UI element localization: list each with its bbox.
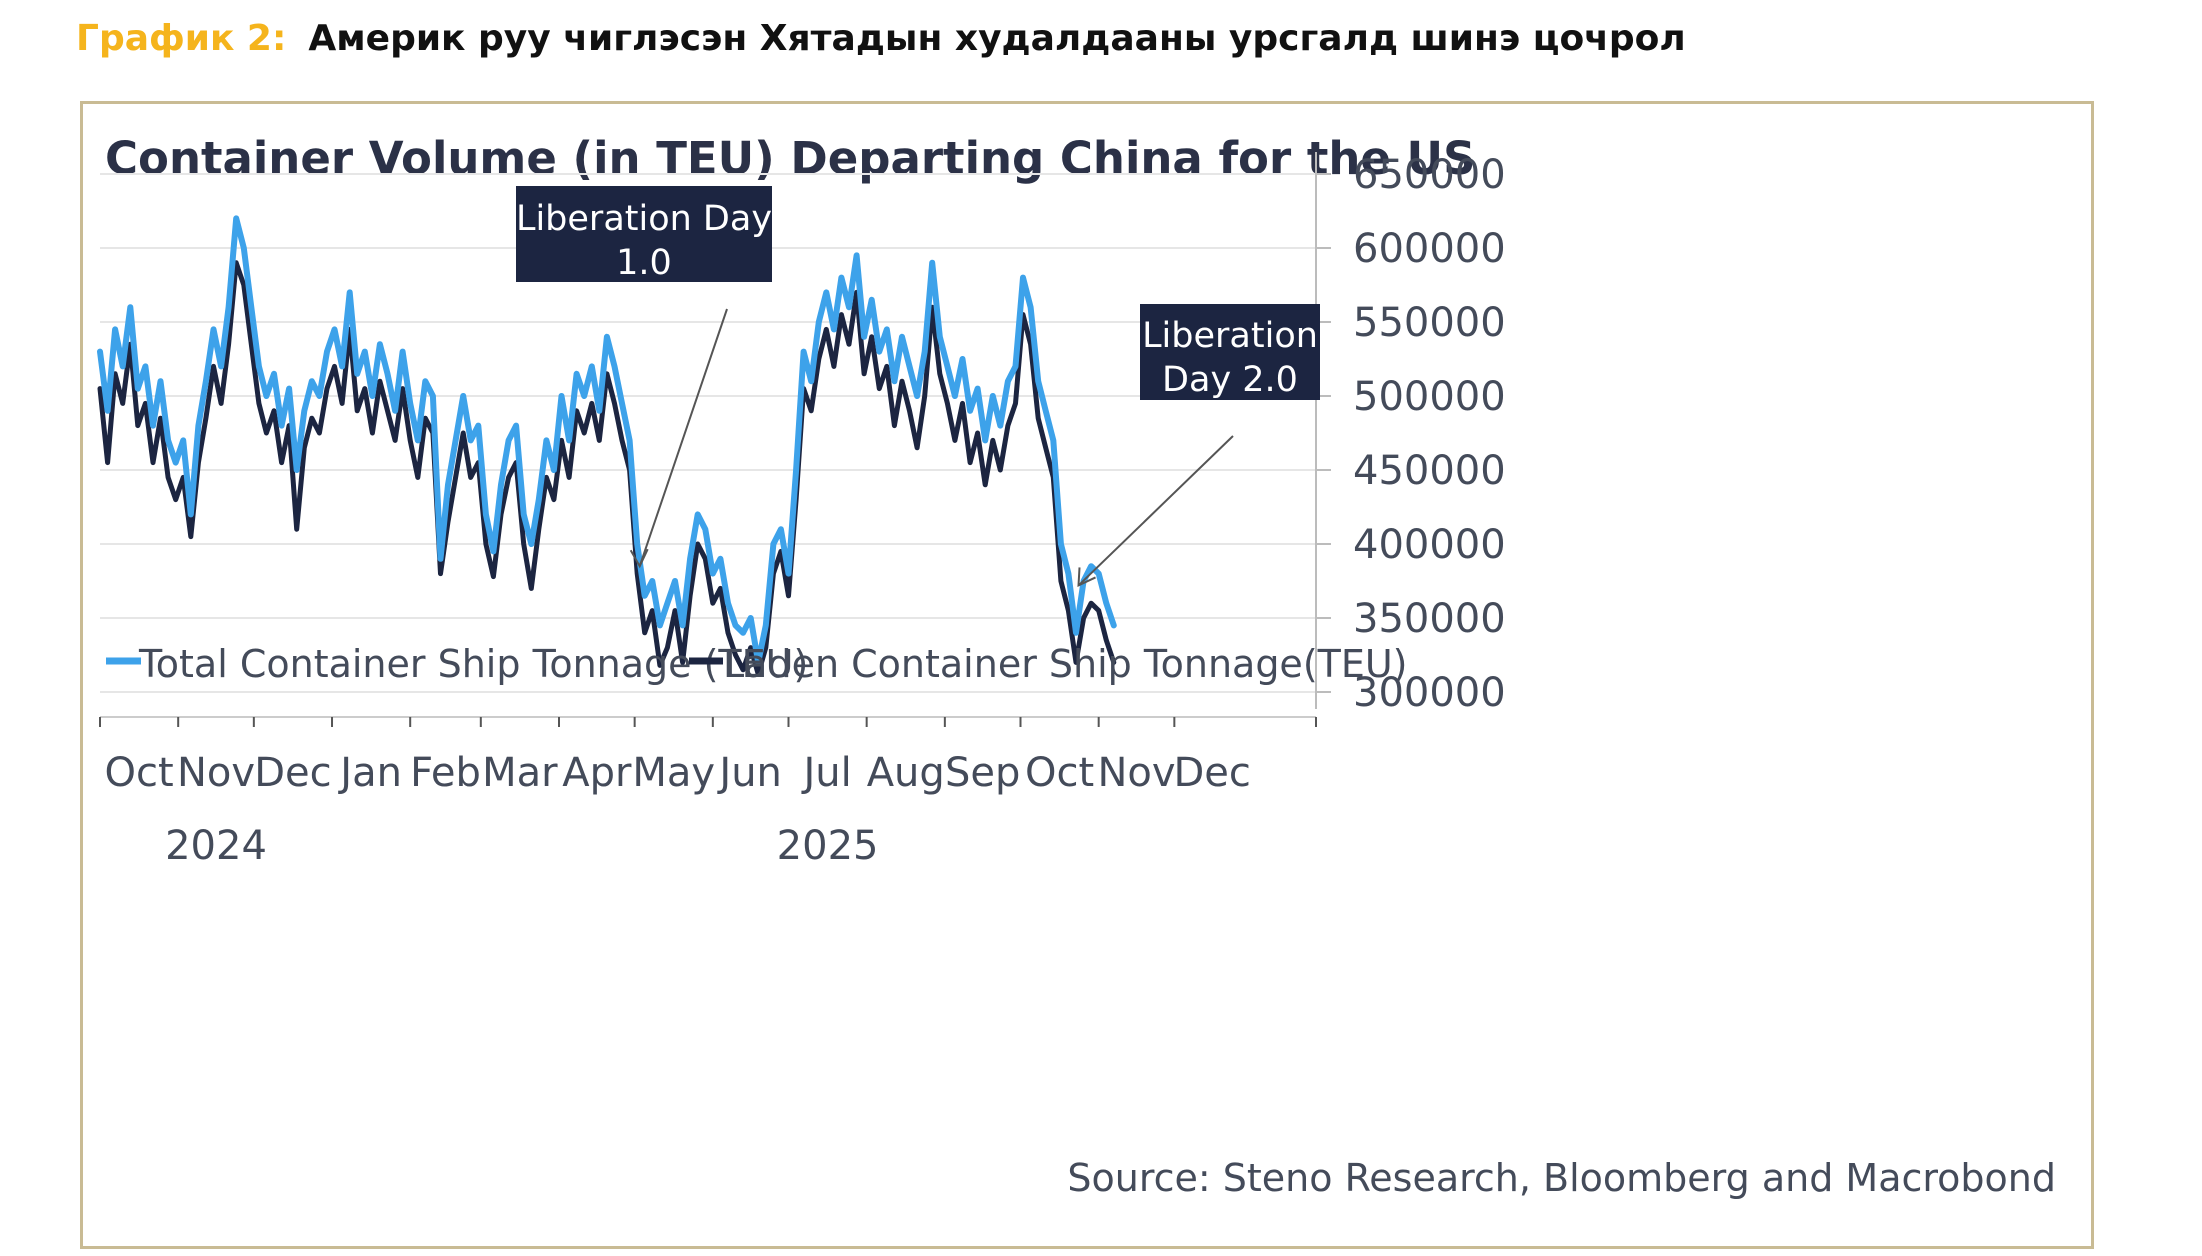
annotation-box-2	[1140, 304, 1320, 400]
y-tick-label: 300000	[1353, 670, 1506, 716]
y-tick-label: 350000	[1353, 596, 1506, 642]
y-tick-label: 600000	[1353, 226, 1506, 272]
x-tick-label: Jul	[800, 750, 851, 796]
x-year-label: 2025	[777, 823, 879, 869]
series-total-line	[97, 215, 1117, 666]
x-year-label: 2024	[165, 823, 267, 869]
source-note: Source: Steno Research, Bloomberg and Ma…	[1067, 1156, 2056, 1200]
annotation-box-1	[516, 186, 772, 282]
annotation-1-arrowhead	[629, 548, 649, 569]
annotation-1-line-2: 1.0	[616, 243, 672, 283]
container-volume-chart: Container Volume (in TEU) Departing Chin…	[97, 132, 2056, 1200]
x-tick-label: Apr	[562, 750, 632, 796]
x-tick-label: Feb	[410, 750, 481, 796]
x-tick-label: Oct	[1025, 750, 1094, 796]
x-tick-label: Aug	[867, 750, 945, 796]
chart-frame: Container Volume (in TEU) Departing Chin…	[80, 101, 2094, 1249]
figure-heading: График 2: Америк руу чиглэсэн Хятадын худ…	[76, 18, 1686, 59]
annotation-1-arrow	[638, 308, 728, 567]
legend: Total Container Ship Tonnage (TEU) Laden…	[106, 642, 1408, 686]
x-tick-label: May	[632, 750, 715, 796]
x-axis: Oct Nov Dec Jan Feb Mar Apr May Jun Jul Aug Sep Oct N…	[99, 716, 1317, 869]
x-tick-label: Jan	[337, 750, 402, 796]
series-lines	[97, 215, 1117, 677]
y-tick-label: 500000	[1353, 374, 1506, 420]
y-tick-label: 550000	[1353, 300, 1506, 346]
x-tick-label: Dec	[1173, 750, 1250, 796]
annotation-2-arrow	[1077, 435, 1234, 587]
y-axis-ticks: 650000 600000 550000 500000 450000 400000 3500…	[1315, 152, 1506, 716]
legend-laden-label: Laden Container Ship Tonnage(TEU)	[723, 642, 1408, 686]
x-tick-label: Oct	[105, 750, 174, 796]
series-laden-line	[97, 260, 1117, 677]
y-tick-label: 450000	[1353, 448, 1506, 494]
x-tick-label: Nov	[177, 750, 255, 796]
y-tick-label: 400000	[1353, 522, 1506, 568]
annotation-2-line-1: Liberation	[1142, 316, 1318, 356]
x-tick-label: Nov	[1097, 750, 1175, 796]
y-tick-label: 650000	[1353, 152, 1506, 198]
annotation-1-line-1: Liberation Day	[516, 199, 772, 239]
figure-label: График 2:	[76, 18, 287, 59]
x-tick-label: Dec	[254, 750, 331, 796]
x-tick-label: Sep	[945, 750, 1020, 796]
annotation-2-line-2: Day 2.0	[1162, 360, 1298, 400]
figure-title: Америк руу чиглэсэн Хятадын худалдааны у…	[308, 18, 1686, 59]
x-tick-label: Mar	[482, 750, 558, 796]
annotation-2-arrowhead	[1077, 567, 1096, 588]
x-tick-label: Jun	[716, 750, 782, 796]
chart-title: Container Volume (in TEU) Departing Chin…	[105, 132, 1476, 185]
